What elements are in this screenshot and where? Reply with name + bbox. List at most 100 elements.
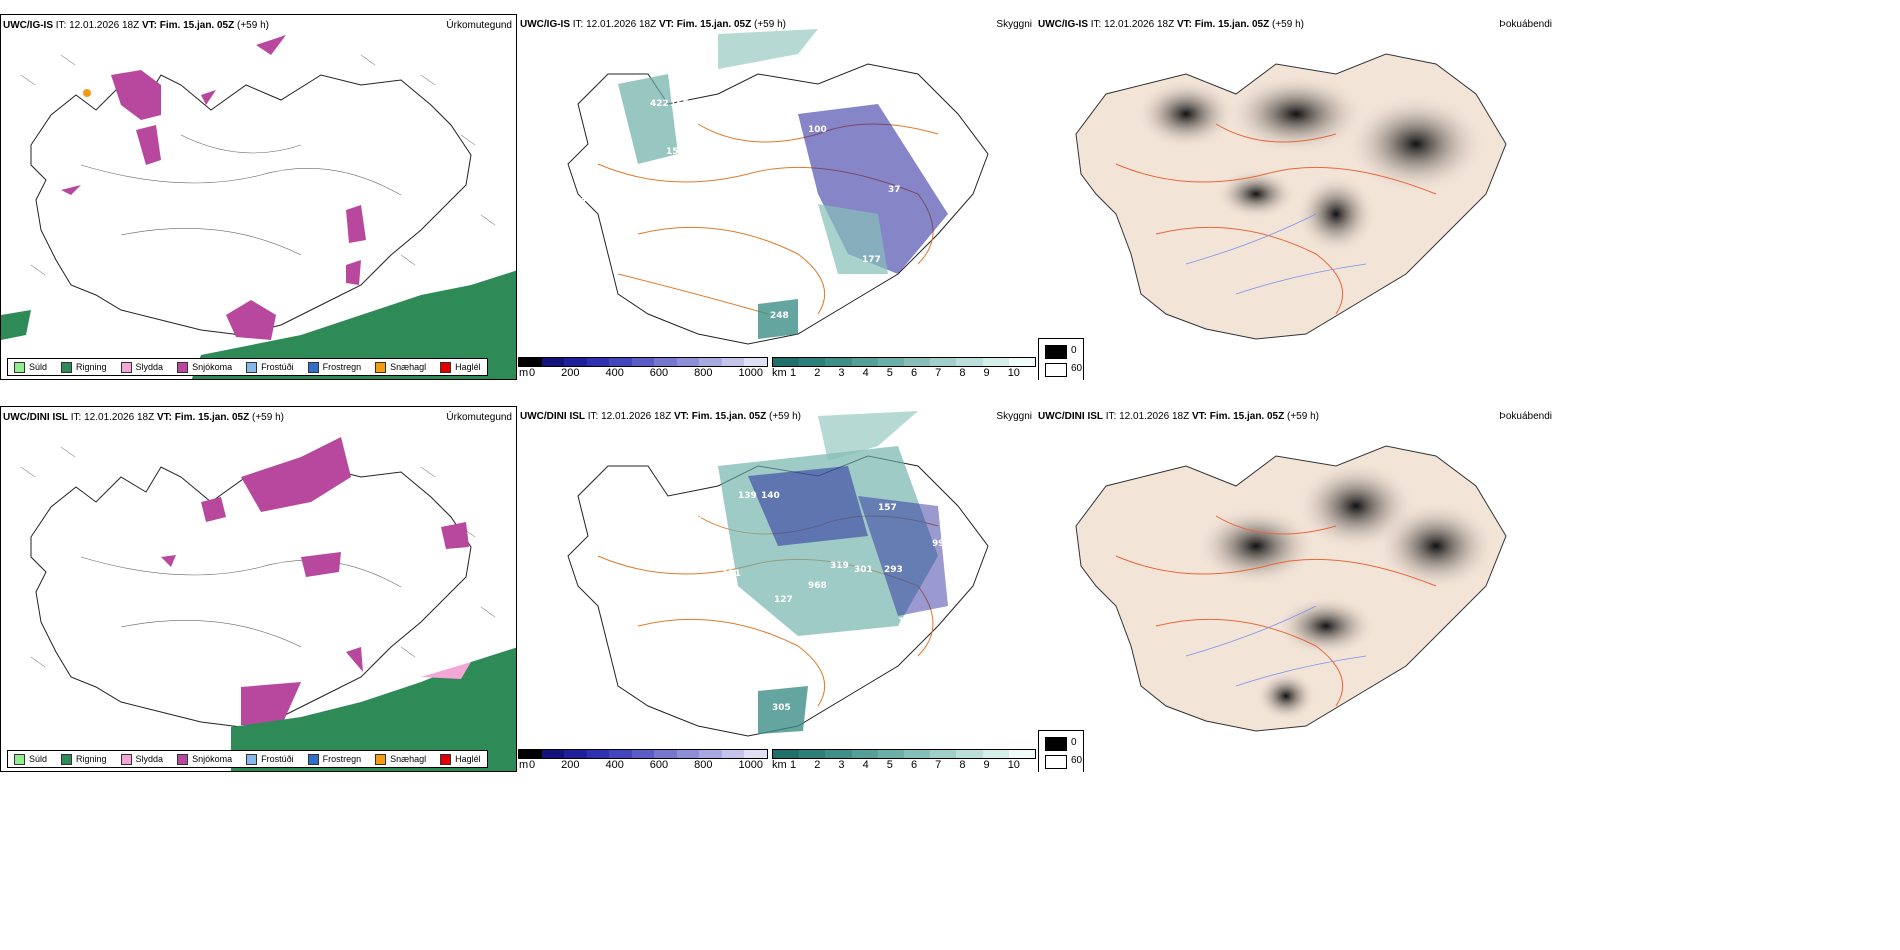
svg-text:127: 127 [774, 595, 793, 605]
svg-text:319: 319 [830, 561, 849, 571]
svg-text:100: 100 [958, 147, 977, 157]
legend-swatch [14, 361, 25, 373]
visibility-panel-bottom: 139 140 157 131 127 968 319 301 293 305 … [518, 406, 1036, 772]
svg-text:140: 140 [761, 491, 780, 501]
fog-title-top: Þokuábendi [1499, 19, 1552, 30]
precip-title-bottom: Úrkomutegund [446, 412, 512, 423]
visibility-ticks-bottom: 1 2 3 4 5 6 7 8 9 10 [790, 759, 1020, 771]
precip-header-bottom: UWC/DINI ISL IT: 12.01.2026 18Z VT: Fim.… [3, 412, 284, 423]
visibility-header-top: UWC/IG-IS IT: 12.01.2026 18Z VT: Fim. 15… [520, 19, 786, 30]
legend-swatch [246, 361, 258, 373]
legend-item: Rigning [61, 361, 107, 373]
precip-legend-bottom: Súld Rigning Slydda Snjókoma Frostúði Fr… [7, 750, 488, 768]
ceiling-ticks-bottom: 0 200 400 600 800 1000 [529, 759, 763, 771]
ceiling-unit-top: m [519, 367, 529, 379]
svg-text:155: 155 [666, 147, 685, 157]
ceiling-colorbar-top [518, 357, 768, 367]
visibility-title-top: Skyggni [996, 19, 1032, 30]
legend-item: Snæhagl [375, 753, 426, 765]
svg-text:153: 153 [684, 511, 703, 521]
svg-text:39: 39 [580, 195, 593, 205]
legend-item: Snæhagl [375, 361, 426, 373]
visibility-title-bottom: Skyggni [996, 411, 1032, 422]
precip-map-bottom [20, 437, 516, 771]
fog-legend-top: 0 60 [1038, 338, 1084, 380]
fog-header-bottom: UWC/DINI ISL IT: 12.01.2026 18Z VT: Fim.… [1038, 411, 1319, 422]
svg-text:150: 150 [916, 103, 935, 113]
legend-item: Rigning [61, 753, 107, 765]
svg-text:177: 177 [898, 617, 917, 627]
fog-header-top: UWC/IG-IS IT: 12.01.2026 18Z VT: Fim. 15… [1038, 19, 1304, 30]
visibility-panel-top: 422 155 155 150 248 177 105 37 39 100 10… [518, 14, 1036, 380]
fog-title-bottom: Þokuábendi [1499, 411, 1552, 422]
legend-item: Haglél [440, 753, 481, 765]
visibility-header-bottom: UWC/DINI ISL IT: 12.01.2026 18Z VT: Fim.… [520, 411, 801, 422]
legend-swatch [307, 753, 319, 765]
legend-swatch [440, 753, 452, 765]
svg-text:139: 139 [738, 491, 757, 501]
legend-item: Frostregn [307, 753, 361, 765]
legend-swatch [177, 753, 189, 765]
legend-swatch [120, 753, 132, 765]
svg-text:37: 37 [888, 185, 901, 195]
svg-text:158: 158 [958, 549, 977, 559]
legend-swatch [120, 361, 132, 373]
visibility-colorbar-top [772, 357, 1036, 367]
precip-legend-top: Súld Rigning Slydda Snjókoma Frostúði Fr… [7, 358, 488, 376]
svg-text:131: 131 [722, 569, 741, 579]
ceiling-labels-bottom: 139 140 157 131 127 968 319 301 293 305 … [684, 491, 977, 713]
svg-text:305: 305 [772, 703, 791, 713]
ceiling-colorbar-bottom [518, 749, 768, 759]
svg-text:293: 293 [884, 565, 903, 575]
visibility-map-top: 422 155 155 150 248 177 105 37 39 100 10… [567, 29, 989, 345]
legend-item: Súld [14, 361, 47, 373]
precip-title-top: Úrkomutegund [446, 20, 512, 31]
fog-swatch-low [1045, 737, 1067, 751]
svg-text:968: 968 [808, 581, 827, 591]
fog-legend-bottom: 0 60 [1038, 730, 1084, 772]
legend-swatch [307, 361, 319, 373]
ceiling-labels-top: 422 155 155 150 248 177 105 37 39 100 10… [580, 99, 977, 321]
visibility-map-bottom: 139 140 157 131 127 968 319 301 293 305 … [567, 411, 989, 737]
svg-text:177: 177 [862, 255, 881, 265]
legend-swatch [61, 361, 73, 373]
svg-text:157: 157 [878, 503, 897, 513]
precip-map-top [1, 35, 516, 379]
svg-text:99: 99 [932, 539, 945, 549]
visibility-unit-top: km [772, 367, 787, 379]
legend-swatch [14, 753, 25, 765]
legend-swatch [375, 361, 387, 373]
fog-panel-bottom: UWC/DINI ISL IT: 12.01.2026 18Z VT: Fim.… [1036, 406, 1556, 772]
precip-header-top: UWC/IG-IS IT: 12.01.2026 18Z VT: Fim. 15… [3, 20, 269, 31]
legend-item: Snjókoma [177, 753, 232, 765]
legend-swatch [246, 753, 258, 765]
legend-swatch [375, 753, 387, 765]
fog-swatch-high [1045, 755, 1067, 769]
legend-item: Frostúði [246, 361, 294, 373]
precip-panel-bottom: UWC/DINI ISL IT: 12.01.2026 18Z VT: Fim.… [0, 406, 517, 772]
precip-panel-top: UWC/IG-IS IT: 12.01.2026 18Z VT: Fim. 15… [0, 14, 517, 380]
legend-item: Slydda [120, 361, 163, 373]
fog-map-bottom [1075, 445, 1507, 732]
iceland-outline [30, 74, 472, 336]
fog-panel-top: UWC/IG-IS IT: 12.01.2026 18Z VT: Fim. 15… [1036, 14, 1556, 380]
fog-swatch-high [1045, 363, 1067, 377]
visibility-unit-bottom: km [772, 759, 787, 771]
legend-swatch [440, 361, 452, 373]
legend-item: Snjókoma [177, 361, 232, 373]
svg-text:422: 422 [650, 99, 669, 109]
svg-text:301: 301 [854, 565, 873, 575]
legend-item: Súld [14, 753, 47, 765]
svg-text:105: 105 [938, 191, 957, 201]
visibility-ticks-top: 1 2 3 4 5 6 7 8 9 10 [790, 367, 1020, 379]
fog-map-top [1075, 53, 1507, 340]
legend-item: Slydda [120, 753, 163, 765]
legend-swatch [61, 753, 73, 765]
svg-text:248: 248 [770, 311, 789, 321]
legend-item: Frostúði [246, 753, 294, 765]
legend-item: Haglél [440, 361, 481, 373]
visibility-colorbar-bottom [772, 749, 1036, 759]
ceiling-ticks-top: 0 200 400 600 800 1000 [529, 367, 763, 379]
fog-swatch-low [1045, 345, 1067, 359]
svg-text:100: 100 [808, 125, 827, 135]
